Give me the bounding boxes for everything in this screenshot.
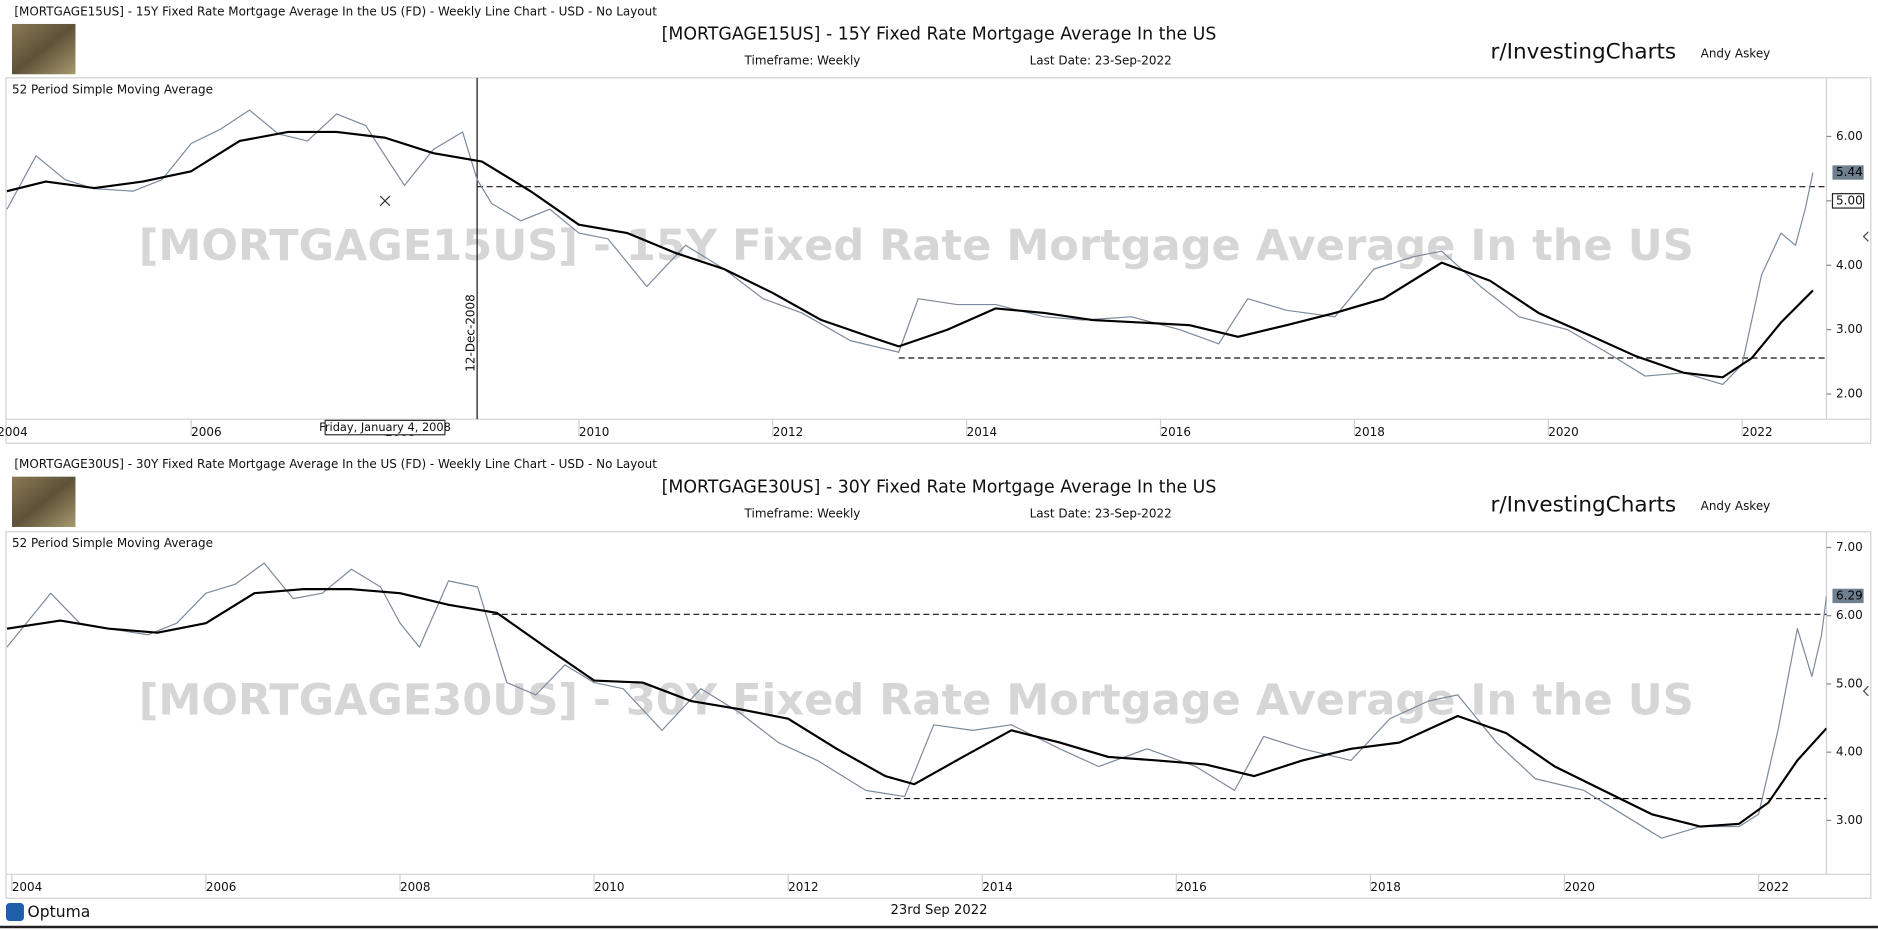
thumbnail [11, 23, 76, 75]
footer-date: 23rd Sep 2022 [891, 903, 988, 918]
x-tick-label: 2022 [1759, 880, 1789, 894]
price-line [6, 562, 1827, 839]
x-tick-label: 2018 [1354, 425, 1384, 439]
last-date: Last Date: 23-Sep-2022 [1030, 506, 1172, 520]
last-value-box [1832, 588, 1864, 604]
timeframe: Timeframe: Weekly [744, 54, 861, 68]
cursor-x-label: Friday, January 4, 2008 [319, 420, 451, 434]
x-tick-label: 2010 [579, 425, 609, 439]
x-tick-label: 2010 [594, 880, 624, 894]
chart-title: [MORTGAGE30US] - 30Y Fixed Rate Mortgage… [662, 477, 1217, 497]
brand: r/InvestingCharts [1491, 492, 1677, 517]
plot-frame [5, 531, 1872, 899]
y-tick-label: 5.00 [1836, 676, 1863, 690]
y-tick-label: 3.00 [1836, 322, 1863, 336]
x-tick-label: 2008 [400, 880, 430, 894]
x-tick-label: 2012 [773, 425, 803, 439]
cursor-y-label: 5.00 [1836, 193, 1863, 207]
y-tick-label: 6.00 [1836, 608, 1863, 622]
author: Andy Askey [1701, 46, 1771, 60]
author: Andy Askey [1701, 499, 1771, 513]
last-value-label: 5.44 [1836, 165, 1863, 179]
chart-panel: [MORTGAGE30US] - 30Y Fixed Rate Mortgage… [5, 457, 1872, 899]
thumbnail [11, 476, 76, 527]
price-line [6, 109, 1814, 386]
x-tick-label: 2020 [1548, 425, 1578, 439]
cursor-cross [379, 195, 391, 207]
moving-average-line [6, 130, 1814, 379]
plot [6, 562, 1827, 839]
plot [6, 77, 1827, 420]
x-tick-label: 2018 [1370, 880, 1400, 894]
y-tick-label: 4.00 [1836, 258, 1863, 272]
x-tick-label: 2014 [982, 880, 1012, 894]
x-tick-label: 2012 [788, 880, 818, 894]
last-value-box [1832, 165, 1864, 180]
side-arrow [1862, 685, 1869, 697]
side-arrow [1862, 231, 1869, 242]
x-tick-label: 2006 [191, 425, 221, 439]
x-tick-label: 2016 [1176, 880, 1206, 894]
x-tick-label: 2020 [1564, 880, 1594, 894]
moving-average-line [6, 588, 1827, 828]
x-tick-label: 2016 [1161, 425, 1191, 439]
brand: r/InvestingCharts [1491, 40, 1677, 65]
indicator-label: 52 Period Simple Moving Average [12, 536, 213, 550]
x-tick-label: 2004 [12, 880, 42, 894]
logo-icon [6, 903, 24, 922]
timeframe: Timeframe: Weekly [744, 506, 861, 520]
cursor-y-box [1831, 193, 1865, 209]
last-value-label: 6.29 [1836, 588, 1863, 602]
y-tick-label: 3.00 [1836, 813, 1863, 827]
x-tick-label: 2006 [206, 880, 236, 894]
chart-title: [MORTGAGE15US] - 15Y Fixed Rate Mortgage… [662, 25, 1217, 45]
cursor-x-box [324, 419, 446, 436]
indicator-label: 52 Period Simple Moving Average [12, 82, 213, 96]
plot-frame [5, 77, 1872, 444]
x-tick-label: 2014 [967, 425, 997, 439]
logo-text: Optuma [28, 903, 91, 921]
y-tick-label: 6.00 [1836, 129, 1863, 143]
chart-header: [MORTGAGE15US] - 15Y Fixed Rate Mortgage… [14, 4, 657, 18]
watermark: [MORTGAGE15US] - 15Y Fixed Rate Mortgage… [139, 221, 1694, 271]
x-tick-label: 2022 [1742, 425, 1772, 439]
y-tick-label: 4.00 [1836, 745, 1863, 759]
x-tick-label: 2004 [0, 425, 28, 439]
y-tick-label: 7.00 [1836, 540, 1863, 554]
date-line-label: 12-Dec-2008 [464, 294, 478, 371]
last-date: Last Date: 23-Sep-2022 [1030, 54, 1172, 68]
watermark: [MORTGAGE30US] - 30Y Fixed Rate Mortgage… [139, 676, 1694, 726]
y-tick-label: 2.00 [1836, 387, 1863, 401]
chart-panel: [MORTGAGE15US] - 15Y Fixed Rate Mortgage… [0, 4, 1872, 444]
chart-header: [MORTGAGE30US] - 30Y Fixed Rate Mortgage… [14, 457, 657, 471]
